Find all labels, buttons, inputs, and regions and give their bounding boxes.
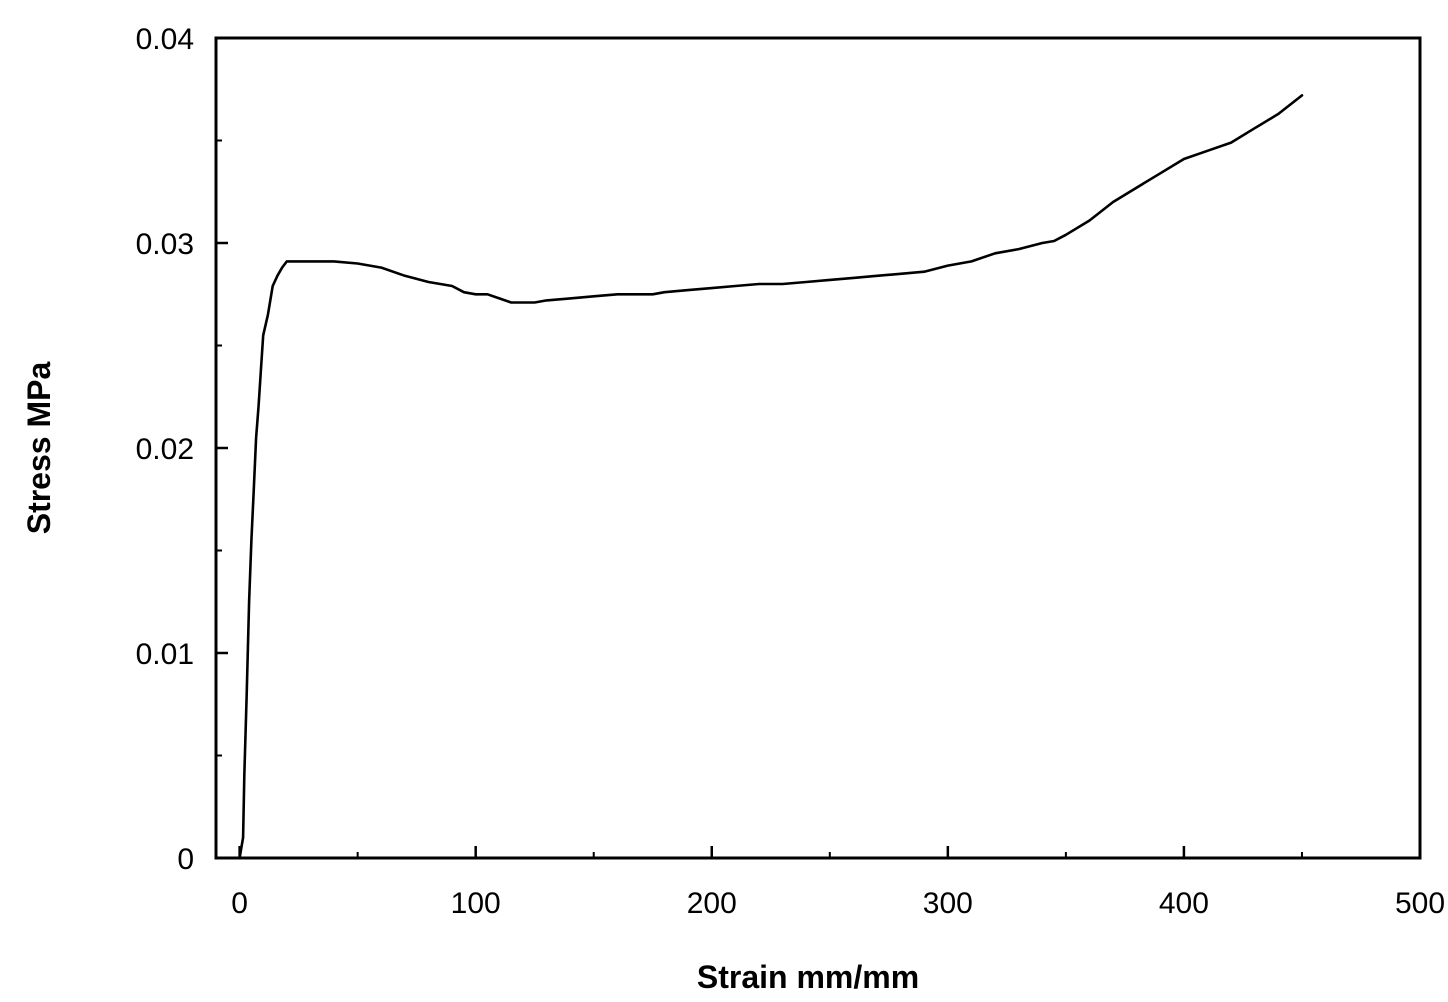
y-tick-label: 0.04: [136, 23, 194, 56]
stress-strain-series-line: [238, 94, 1304, 860]
x-tick-label: 300: [923, 887, 973, 920]
x-tick-label: 200: [687, 887, 737, 920]
y-tick-label: 0.03: [136, 228, 194, 261]
y-tick-label: 0: [177, 843, 194, 876]
y-axis-tick-labels: 0 0.01 0.02 0.03 0.04: [136, 23, 194, 876]
x-tick-label: 100: [451, 887, 501, 920]
x-axis-tick-labels: 0 100 200 300 400 500: [231, 887, 1445, 920]
y-axis-title: Stress MPa: [21, 362, 57, 535]
y-axis-ticks: [216, 36, 228, 860]
x-tick-label: 500: [1395, 887, 1445, 920]
x-tick-label: 0: [231, 887, 248, 920]
x-axis-title: Strain mm/mm: [697, 959, 919, 995]
x-tick-label: 400: [1159, 887, 1209, 920]
y-tick-label: 0.02: [136, 433, 194, 466]
plot-frame: [214, 36, 1422, 860]
y-tick-label: 0.01: [136, 638, 194, 671]
